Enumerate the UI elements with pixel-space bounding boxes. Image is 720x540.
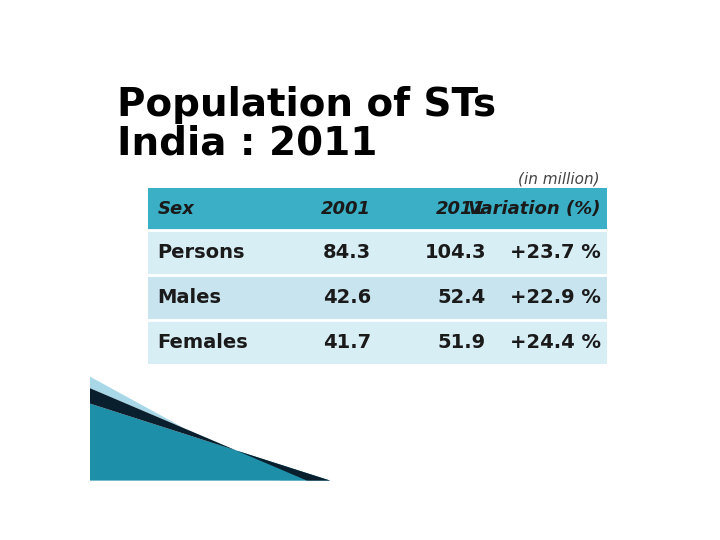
Polygon shape <box>90 403 330 481</box>
Text: 2011: 2011 <box>436 200 486 218</box>
Bar <box>148 320 607 365</box>
Text: 2001: 2001 <box>321 200 372 218</box>
Text: 42.6: 42.6 <box>323 288 372 307</box>
Text: Sex: Sex <box>158 200 194 218</box>
Bar <box>148 231 607 275</box>
Text: India : 2011: India : 2011 <box>117 125 377 163</box>
Polygon shape <box>90 388 330 481</box>
Text: 104.3: 104.3 <box>425 243 486 262</box>
Bar <box>148 275 607 320</box>
Text: Persons: Persons <box>158 243 245 262</box>
Text: +22.9 %: +22.9 % <box>510 288 600 307</box>
Text: Variation (%): Variation (%) <box>468 200 600 218</box>
Text: 41.7: 41.7 <box>323 333 372 352</box>
Text: Males: Males <box>158 288 222 307</box>
Polygon shape <box>90 377 307 481</box>
Text: Females: Females <box>158 333 248 352</box>
Text: +23.7 %: +23.7 % <box>510 243 600 262</box>
Text: Population of STs: Population of STs <box>117 86 496 124</box>
Text: (in million): (in million) <box>518 171 600 186</box>
Text: 52.4: 52.4 <box>438 288 486 307</box>
Bar <box>148 188 607 231</box>
Text: +24.4 %: +24.4 % <box>510 333 600 352</box>
Text: 51.9: 51.9 <box>438 333 486 352</box>
Text: 84.3: 84.3 <box>323 243 372 262</box>
